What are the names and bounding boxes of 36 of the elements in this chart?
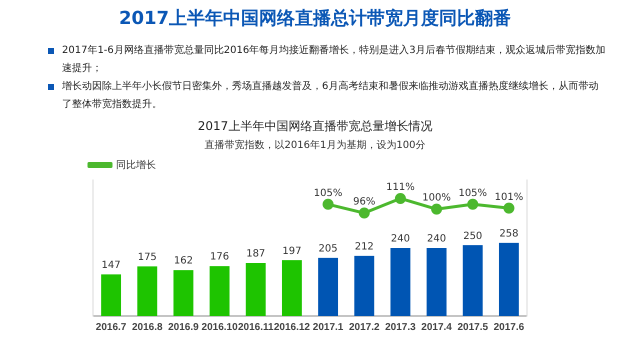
data-label: 258 [499, 228, 518, 240]
data-label: 175 [138, 252, 157, 264]
data-label: 100% [422, 192, 451, 204]
data-label: 162 [174, 256, 193, 267]
legend-label: 同比增长 [116, 158, 156, 171]
chart-subtitle: 2017上半年中国网络直播带宽总量增长情况 [196, 118, 434, 135]
chart-title: 2017上半年中国网络直播总计带宽月度同比翻番 [118, 7, 512, 30]
data-label: 105% [458, 188, 488, 199]
x-tick-label: 2016.7 [96, 322, 127, 333]
data-label: 105% [314, 188, 342, 199]
x-tick-label: 2016.11 [238, 322, 274, 333]
x-tick-label: 2017.6 [494, 322, 525, 333]
text: 2017年1-6月网络直播带宽总量同比2016年每月均接近翻番增长，特别是进入3月后春节假期结束，观众返城后带宽指数加速提升； [48, 42, 608, 78]
text: 增长动因除上半年小长假节日密集外，秀场直播越发普及，6月高考结束和暑假来临推动游戏直播热度继续增长，从而带动了整体带宽指数提升。 [48, 78, 608, 114]
data-label: 212 [354, 242, 374, 253]
data-label: 250 [463, 230, 482, 242]
x-tick-label: 2016.8 [132, 322, 163, 333]
data-label: 176 [210, 252, 230, 263]
x-tick-label: 2017.2 [348, 322, 380, 333]
x-tick-label: 2017.5 [457, 322, 488, 333]
data-label: 240 [427, 234, 446, 245]
data-label: 205 [318, 244, 338, 255]
data-label: 147 [102, 260, 121, 271]
data-label: 197 [282, 246, 302, 257]
x-tick-label: 2017.1 [312, 322, 344, 333]
x-tick-label: 2016.10 [202, 322, 238, 333]
x-tick-label: 2017.3 [385, 322, 416, 333]
x-tick-label: 2016.9 [168, 322, 200, 333]
data-label: 101% [494, 192, 524, 203]
text: 直播带宽指数，以2016年1月为基期，设为100分 [204, 138, 426, 152]
data-label: 187 [246, 248, 266, 260]
x-tick-label: 2016.12 [274, 322, 310, 333]
x-tick-label: 2017.4 [421, 322, 452, 333]
data-label: 96% [353, 196, 376, 208]
data-label: 111% [386, 182, 415, 194]
data-label: 240 [390, 234, 410, 245]
